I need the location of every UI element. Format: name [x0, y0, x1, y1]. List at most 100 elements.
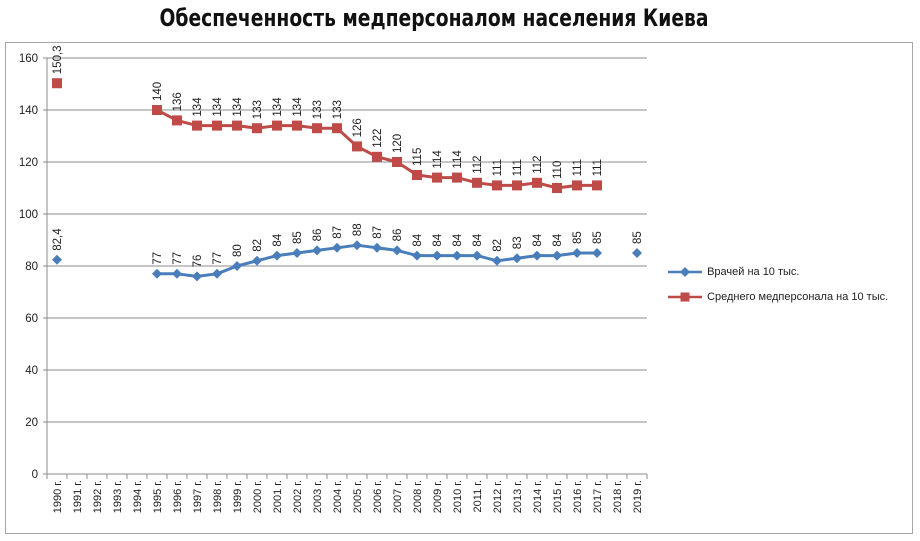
data-point [452, 250, 462, 261]
y-tick-label: 80 [25, 261, 38, 273]
data-point [552, 250, 562, 261]
data-label: 136 [172, 92, 184, 111]
data-label: 86 [312, 229, 324, 242]
y-tick-label: 160 [19, 53, 38, 65]
data-label: 111 [592, 159, 604, 176]
data-point [252, 123, 262, 134]
data-label: 82,4 [52, 228, 64, 251]
data-point [172, 268, 182, 279]
data-label: 114 [452, 150, 464, 169]
x-tick-label: 1991 г. [72, 480, 84, 513]
data-point [272, 120, 282, 131]
data-point [472, 177, 482, 188]
data-label: 112 [472, 155, 484, 173]
data-point [212, 268, 222, 279]
chart-title: Обеспеченность медперсоналом населения К… [159, 4, 709, 32]
x-tick-label: 2016 г. [572, 480, 584, 513]
data-label: 140 [152, 82, 164, 101]
data-point [332, 242, 342, 253]
x-tick-label: 2010 г. [452, 480, 464, 513]
x-tick-label: 1992 г. [92, 480, 104, 513]
data-point [272, 250, 282, 261]
data-label: 76 [192, 255, 204, 268]
legend-item-doctors: Врачей на 10 тыс. [668, 266, 799, 278]
data-label: 84 [432, 233, 444, 246]
data-point [152, 268, 162, 279]
data-point [492, 180, 502, 191]
data-point [572, 248, 582, 258]
data-label: 80 [232, 244, 244, 257]
data-label: 77 [172, 252, 184, 265]
data-label: 88 [352, 223, 364, 236]
x-tick-label: 2017 г. [592, 480, 604, 513]
data-point [512, 180, 522, 191]
data-label: 112 [532, 155, 544, 173]
data-label: 134 [232, 97, 244, 117]
x-tick-label: 1995 г. [152, 480, 164, 513]
x-tick-label: 1997 г. [192, 480, 204, 513]
data-point [52, 254, 62, 265]
y-tick-label: 120 [19, 157, 38, 169]
data-point [532, 250, 542, 261]
x-tick-label: 2014 г. [532, 480, 544, 513]
x-tick-label: 2004 г. [332, 480, 344, 513]
data-point [232, 120, 242, 131]
data-point [392, 157, 402, 167]
data-point [252, 255, 262, 266]
data-point [492, 255, 502, 266]
data-point [212, 120, 222, 131]
data-point [472, 250, 482, 261]
data-point [412, 250, 422, 261]
data-point [352, 141, 362, 152]
data-label: 86 [392, 229, 404, 242]
data-label: 84 [532, 233, 544, 246]
x-tick-label: 2002 г. [292, 480, 304, 513]
data-label: 87 [332, 226, 344, 239]
data-point [192, 120, 202, 131]
data-point [592, 180, 602, 191]
data-point [52, 78, 62, 89]
data-point [292, 248, 302, 258]
x-tick-label: 2012 г. [492, 480, 504, 513]
x-tick-label: 1993 г. [112, 480, 124, 513]
data-label: 133 [332, 100, 344, 119]
data-label: 126 [352, 118, 364, 137]
x-tick-label: 2001 г. [272, 480, 284, 513]
data-label: 85 [592, 231, 604, 244]
data-label: 122 [372, 129, 384, 148]
x-tick-label: 2007 г. [392, 480, 404, 513]
data-point [372, 151, 382, 162]
data-label: 85 [632, 231, 644, 244]
data-point [312, 123, 322, 134]
data-label: 87 [372, 226, 384, 239]
data-point [532, 177, 542, 188]
x-tick-label: 2005 г. [352, 480, 364, 513]
x-tick-label: 2009 г. [432, 480, 444, 513]
y-tick-label: 60 [25, 313, 38, 325]
legend-swatch-square-icon [668, 292, 702, 302]
legend-label-doctors: Врачей на 10 тыс. [707, 266, 800, 278]
x-tick-label: 2018 г. [612, 480, 624, 513]
data-point [332, 123, 342, 134]
data-label: 111 [492, 159, 504, 176]
x-tick-label: 2006 г. [372, 480, 384, 513]
data-label: 83 [512, 236, 524, 249]
x-tick-label: 2000 г. [252, 480, 264, 513]
x-tick-label: 2019 г. [632, 480, 644, 513]
data-label: 82 [252, 239, 264, 252]
data-label: 84 [272, 233, 284, 246]
x-tick-label: 2003 г. [312, 480, 324, 513]
data-point [152, 105, 162, 115]
data-label: 111 [512, 159, 524, 176]
data-point [392, 245, 402, 256]
data-label: 134 [292, 97, 304, 117]
data-label: 114 [432, 150, 444, 169]
data-point [552, 183, 562, 193]
x-tick-label: 2015 г. [552, 480, 564, 513]
data-label: 84 [452, 233, 464, 246]
data-point [512, 253, 522, 264]
y-tick-label: 20 [25, 417, 38, 429]
data-point [632, 248, 642, 258]
x-tick-label: 1999 г. [232, 480, 244, 513]
